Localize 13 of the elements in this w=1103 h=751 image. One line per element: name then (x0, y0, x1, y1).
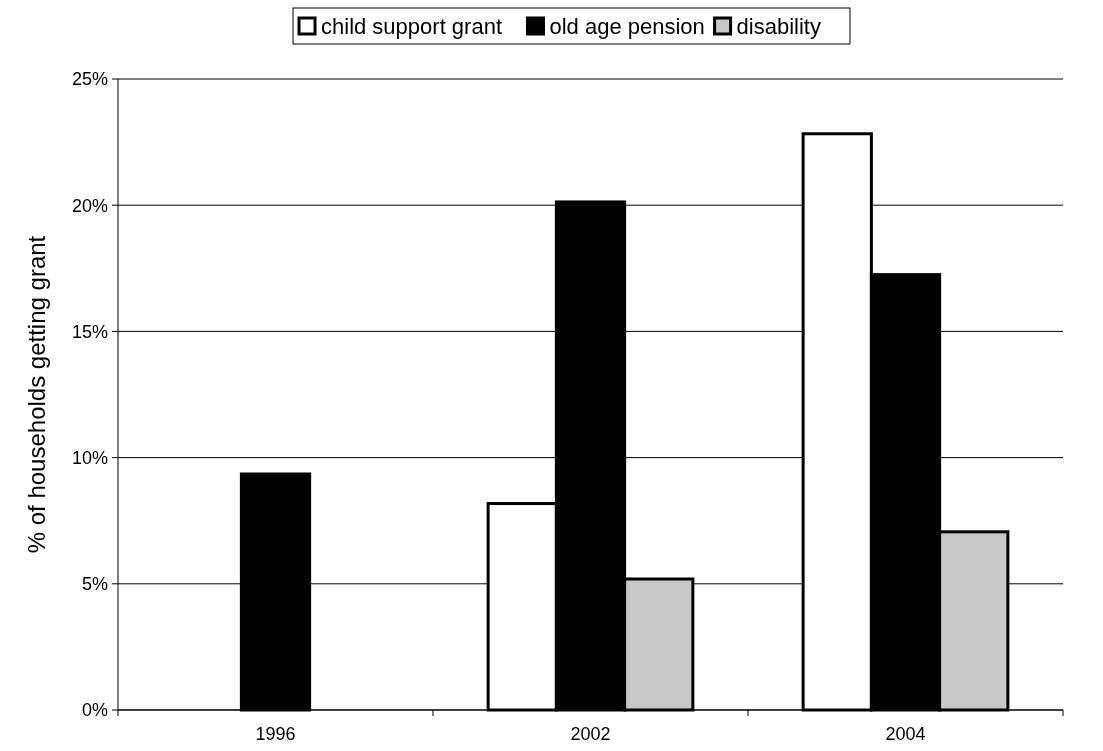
y-tick-label: 25% (71, 69, 108, 90)
legend-label: child support grant (321, 14, 503, 39)
x-tick-label: 1996 (255, 724, 296, 744)
y-axis-title: % of households getting grant (23, 235, 50, 554)
y-tick-label: 20% (71, 195, 108, 216)
x-tick-label: 2002 (570, 724, 611, 744)
y-tick-label: 15% (71, 321, 108, 342)
legend-label: disability (736, 14, 821, 39)
y-tick-label: 5% (81, 574, 108, 595)
x-tick-label: 2004 (885, 724, 926, 744)
legend-label: old age pension (549, 14, 705, 39)
y-tick-label: 10% (71, 447, 108, 468)
y-tick-label: 0% (81, 700, 108, 721)
